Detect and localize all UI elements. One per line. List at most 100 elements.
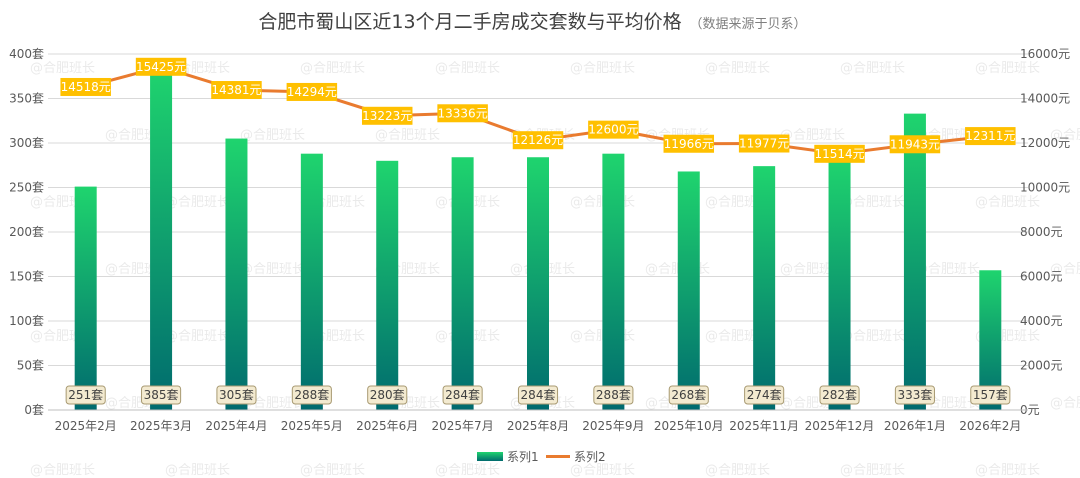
y-left-tick-label: 250套 bbox=[9, 181, 44, 195]
y-left-tick-label: 0套 bbox=[24, 403, 44, 417]
y-left-tick-label: 350套 bbox=[9, 92, 44, 106]
y-left-tick-label: 300套 bbox=[9, 136, 44, 150]
y-left-tick-label: 100套 bbox=[9, 314, 44, 328]
bar-label-box bbox=[894, 385, 935, 405]
bar bbox=[903, 113, 926, 410]
line-label-box bbox=[60, 77, 111, 96]
line-label-text: 14294元 bbox=[287, 85, 337, 99]
bar-label-text: 333套 bbox=[897, 388, 932, 402]
bar bbox=[300, 153, 323, 410]
bar-label-box bbox=[517, 385, 559, 405]
bar-label-box bbox=[442, 385, 483, 405]
bar-label-text: 288套 bbox=[294, 388, 329, 402]
x-tick-label: 2025年4月 bbox=[205, 419, 267, 433]
watermark-text: @合肥班长 bbox=[165, 463, 230, 478]
watermark-text: @合肥班长 bbox=[705, 463, 770, 478]
watermark-text: @合肥班长 bbox=[975, 195, 1040, 210]
line-label-text: 14381元 bbox=[211, 83, 261, 97]
line-label-text: 11966元 bbox=[664, 137, 714, 151]
line-data-labels: 14518元 15425元 14381元 14294元 13223元 13336元 1212… bbox=[60, 57, 1016, 163]
x-tick-label: 2026年2月 bbox=[959, 419, 1021, 433]
x-tick-label: 2025年6月 bbox=[356, 419, 418, 433]
line-data-label: 11977元 bbox=[738, 134, 790, 153]
y-left-tick-label: 200套 bbox=[9, 225, 44, 239]
bar-data-label: 282套 bbox=[819, 385, 860, 405]
bar-label-text: 284套 bbox=[445, 388, 480, 402]
watermark-text: @合肥班长 bbox=[840, 195, 905, 210]
bar-label-box bbox=[291, 385, 332, 405]
line-label-text: 12600元 bbox=[588, 123, 638, 137]
x-tick-label: 2025年3月 bbox=[130, 419, 192, 433]
watermark-text: @合肥班长 bbox=[840, 61, 905, 76]
watermark-text: @合肥班长 bbox=[240, 128, 305, 143]
y-axis-left: 0套 50套 100套 150套 200套 250套 300套 350套 400套 bbox=[9, 47, 44, 417]
bar bbox=[602, 153, 625, 410]
line-data-label: 13336元 bbox=[437, 104, 488, 123]
bar bbox=[828, 159, 851, 410]
bar-label-box bbox=[668, 385, 709, 405]
bar-data-label: 251套 bbox=[65, 385, 106, 405]
watermark-text: @合肥班长 bbox=[780, 128, 845, 143]
bar-data-label: 333套 bbox=[894, 385, 935, 405]
bar-data-label: 288套 bbox=[593, 385, 634, 405]
watermark-text: @合肥班长 bbox=[645, 262, 710, 277]
watermark-text: @合肥班长 bbox=[840, 463, 905, 478]
line-label-box bbox=[286, 82, 338, 101]
y-right-tick-label: 14000元 bbox=[1020, 92, 1070, 106]
bar-data-label: 268套 bbox=[668, 385, 709, 405]
bar-data-label: 280套 bbox=[367, 385, 408, 405]
bar-label-text: 280套 bbox=[370, 388, 405, 402]
bar-label-text: 282套 bbox=[822, 388, 857, 402]
legend-swatch-series1 bbox=[477, 452, 503, 461]
bar-label-box bbox=[141, 385, 182, 405]
watermark-text: @合肥班长 bbox=[435, 463, 500, 478]
line-data-label: 12311元 bbox=[965, 127, 1016, 146]
y-right-tick-label: 2000元 bbox=[1020, 359, 1063, 373]
line-data-label: 11966元 bbox=[663, 134, 715, 153]
y-axis-right: 0元 2000元 4000元 6000元 8000元 10000元 12000元 14000元… bbox=[1020, 47, 1070, 417]
bar bbox=[677, 171, 700, 410]
watermark-text: @合肥班长 bbox=[375, 128, 440, 143]
watermark-text: @合肥班长 bbox=[1050, 396, 1080, 411]
line-label-text: 12126元 bbox=[513, 133, 563, 147]
line-data-label: 11514元 bbox=[814, 144, 865, 163]
y-right-tick-label: 12000元 bbox=[1020, 136, 1070, 150]
bar-label-text: 251套 bbox=[68, 388, 103, 402]
chart-subtitle: （数据来源于贝系） bbox=[689, 17, 806, 32]
bar-data-label: 274套 bbox=[744, 385, 785, 405]
bar bbox=[753, 166, 776, 410]
x-tick-label: 2025年5月 bbox=[281, 419, 343, 433]
line-label-text: 13223元 bbox=[362, 109, 412, 123]
x-tick-label: 2025年7月 bbox=[432, 419, 494, 433]
watermark-text: @合肥班长 bbox=[915, 262, 980, 277]
line-data-label: 12600元 bbox=[588, 120, 639, 139]
bar-data-label: 284套 bbox=[442, 385, 483, 405]
x-tick-label: 2025年9月 bbox=[582, 419, 644, 433]
watermark-text: @合肥班长 bbox=[570, 463, 635, 478]
legend-label-series1: 系列1 bbox=[507, 450, 539, 464]
bar-series bbox=[74, 67, 1002, 411]
watermark-text: @合肥班长 bbox=[1050, 262, 1080, 277]
watermark-text: @合肥班长 bbox=[1050, 128, 1080, 143]
line-data-label: 15425元 bbox=[135, 57, 187, 76]
y-right-tick-label: 4000元 bbox=[1020, 314, 1063, 328]
line-label-box bbox=[135, 57, 187, 76]
line-data-label: 14294元 bbox=[286, 82, 338, 101]
line-label-text: 11943元 bbox=[890, 137, 940, 151]
line-label-box bbox=[814, 144, 865, 163]
bar-label-box bbox=[819, 385, 860, 405]
line-label-box bbox=[738, 134, 790, 153]
x-tick-label: 2025年10月 bbox=[654, 419, 724, 433]
line-label-box bbox=[965, 127, 1016, 146]
bar bbox=[527, 157, 549, 410]
watermark-text: @合肥班长 bbox=[570, 61, 635, 76]
bar-label-text: 274套 bbox=[747, 388, 782, 402]
bar-label-text: 305套 bbox=[219, 388, 254, 402]
line-data-label: 14518元 bbox=[60, 77, 111, 96]
bar bbox=[150, 67, 173, 410]
bar-label-box bbox=[593, 385, 634, 405]
x-tick-label: 2025年2月 bbox=[55, 419, 117, 433]
bar-label-text: 157套 bbox=[973, 388, 1008, 402]
y-right-tick-label: 16000元 bbox=[1020, 47, 1070, 61]
line-label-text: 15425元 bbox=[136, 60, 186, 74]
